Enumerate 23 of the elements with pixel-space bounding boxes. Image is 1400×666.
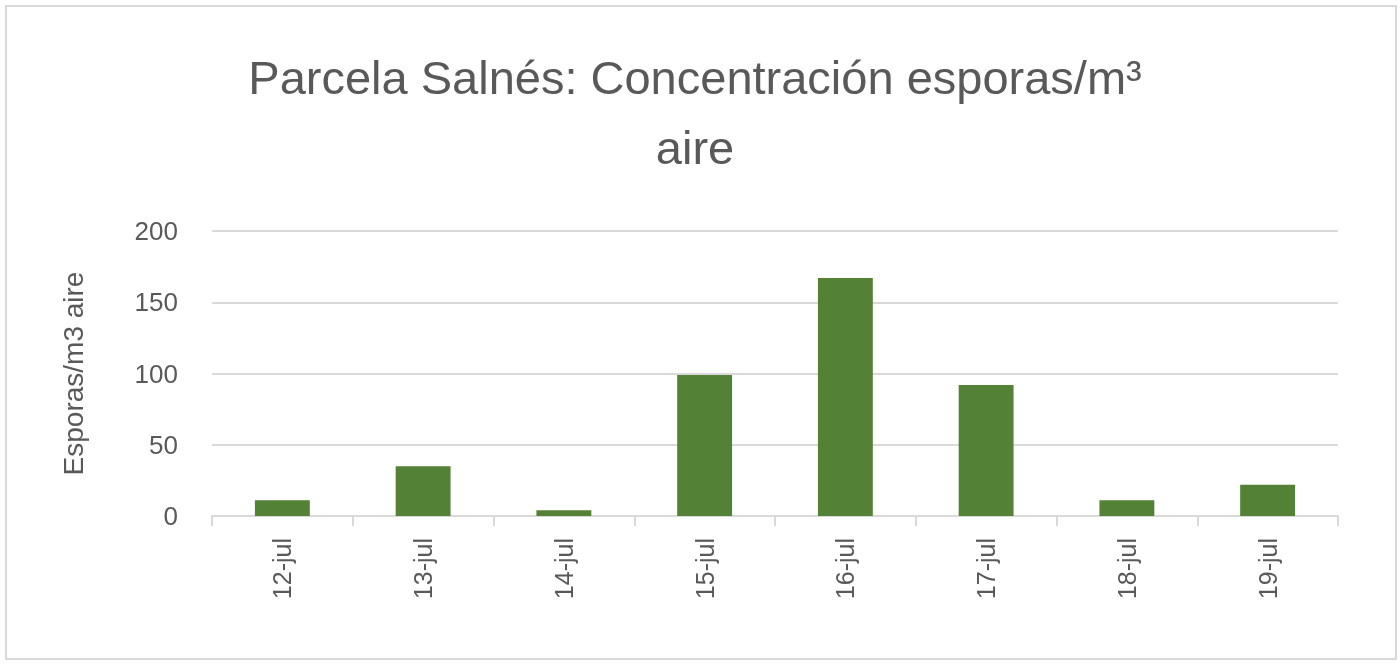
y-tick-label: 200 [134,216,178,246]
x-tick-label: 14-jul [549,538,578,600]
x-tick-label: 13-jul [409,538,438,600]
x-tick-label: 16-jul [831,538,860,600]
y-tick-label: 100 [134,358,178,389]
bar [536,510,592,516]
x-tick-label: 19-jul [1253,538,1282,600]
bar [254,500,310,516]
chart-title: Parcela Salnés: Concentración esporas/m³ aire [247,50,1143,176]
bar [677,374,733,516]
x-tick-label: 15-jul [690,538,719,600]
bar [1099,500,1155,516]
bar [395,466,451,516]
bar [958,384,1014,516]
y-tick-label: 150 [134,287,178,318]
y-tick-label: 50 [149,429,178,460]
x-tick-label: 12-jul [268,538,297,600]
x-tick-label: 17-jul [972,538,1001,600]
bar [1240,484,1296,516]
y-tick-label: 0 [163,501,178,531]
bar [817,278,873,516]
y-axis-title: Esporas/m3 aire [57,271,89,476]
x-tick-label: 18-jul [1112,538,1141,600]
